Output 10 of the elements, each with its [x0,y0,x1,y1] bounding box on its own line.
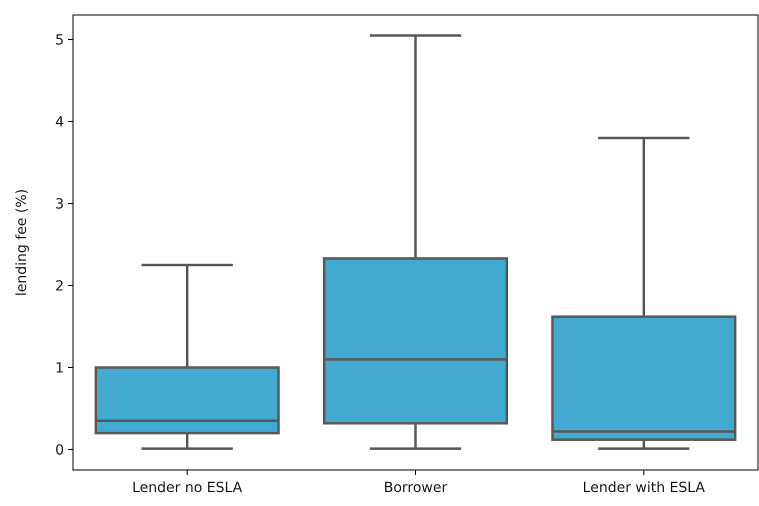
x-tick-label: Borrower [384,480,448,496]
y-tick-label: 1 [55,360,64,376]
y-axis-title: lending fee (%) [14,188,30,296]
y-tick-label: 3 [55,196,64,212]
y-tick-label: 4 [55,114,64,130]
x-tick-label: Lender no ESLA [132,480,243,496]
y-tick-label: 5 [55,32,64,48]
x-tick-label: Lender with ESLA [582,480,706,496]
y-tick-label: 2 [55,278,64,294]
y-tick-label: 0 [55,442,64,458]
